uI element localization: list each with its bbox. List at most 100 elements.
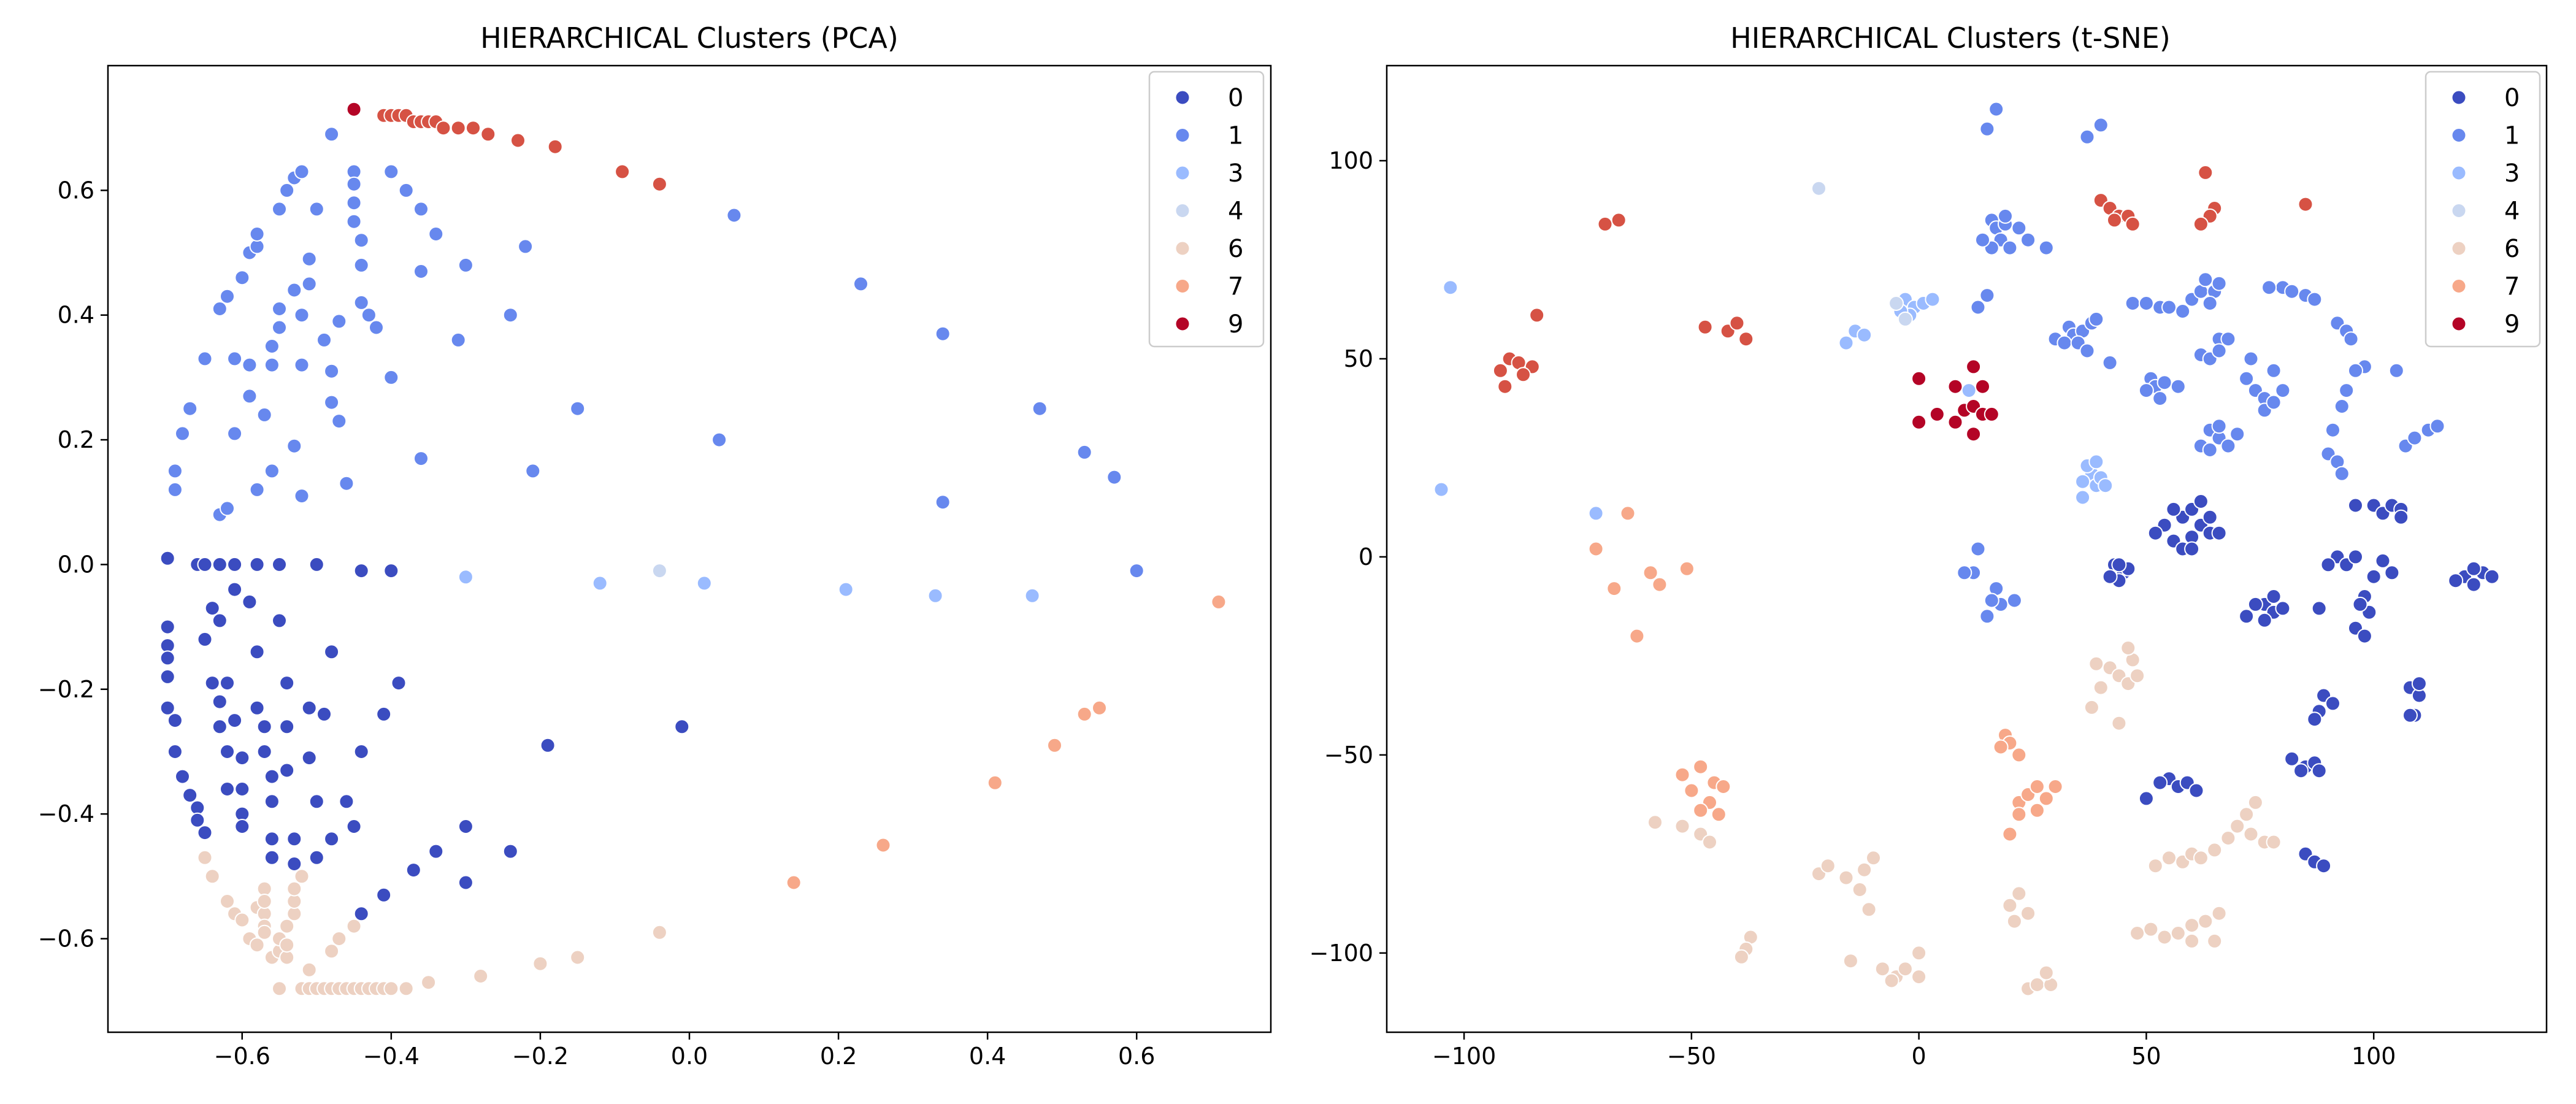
scatter-point [339, 475, 355, 491]
scatter-point [264, 849, 280, 865]
scatter-point [2275, 383, 2291, 399]
scatter-point [398, 981, 414, 997]
scatter-point [1679, 561, 1695, 577]
scatter-point [651, 924, 667, 940]
scatter-point [301, 750, 317, 766]
scatter-point [324, 831, 340, 847]
scatter-point [2429, 418, 2445, 434]
x-tick-label: 0.2 [820, 1043, 857, 1070]
scatter-point [182, 788, 198, 803]
scatter-point [1884, 973, 1899, 989]
scatter-point [1838, 335, 1854, 351]
scatter-point [376, 887, 392, 903]
legend-marker [2451, 240, 2467, 256]
scatter-point [458, 569, 473, 585]
scatter-point [159, 700, 175, 716]
legend-label: 7 [1228, 273, 1243, 301]
scatter-point [256, 894, 272, 909]
scatter-point [2284, 751, 2300, 767]
tsne-x-ticks: −100 −50 0 50 100 [1432, 1032, 2396, 1070]
legend-label: 4 [2504, 197, 2520, 226]
scatter-point [473, 968, 489, 984]
x-tick-label: −0.6 [214, 1043, 270, 1070]
scatter-point [458, 257, 473, 273]
scatter-point [2211, 343, 2227, 359]
scatter-point [413, 264, 429, 279]
legend-label: 9 [2504, 310, 2520, 339]
scatter-point [2316, 858, 2332, 874]
scatter-point [220, 500, 235, 516]
scatter-point [220, 894, 235, 909]
scatter-point [2002, 240, 2018, 256]
scatter-point [1979, 121, 1995, 137]
scatter-point [2266, 362, 2282, 378]
scatter-point [2156, 929, 2172, 945]
scatter-point [279, 675, 295, 691]
scatter-point [2125, 216, 2141, 232]
scatter-point [264, 463, 280, 479]
scatter-point [249, 700, 265, 716]
scatter-point [2011, 220, 2027, 236]
scatter-point [212, 613, 228, 629]
scatter-point [1988, 101, 2004, 117]
scatter-point [458, 819, 473, 834]
scatter-point [2184, 918, 2200, 933]
scatter-point [696, 575, 712, 591]
scatter-point [2075, 489, 2091, 505]
scatter-point [2193, 216, 2209, 232]
scatter-point [651, 563, 667, 579]
scatter-point [466, 120, 481, 136]
scatter-point [2107, 212, 2122, 228]
scatter-point [286, 831, 302, 847]
scatter-point [1947, 378, 1963, 394]
scatter-point [2098, 478, 2114, 494]
scatter-point [220, 781, 235, 797]
scatter-point [2038, 791, 2054, 807]
x-tick-label: 0.0 [671, 1043, 708, 1070]
scatter-point [875, 837, 891, 853]
scatter-point [2079, 129, 2095, 145]
legend-marker [2451, 316, 2467, 332]
y-tick-label: −0.6 [38, 925, 94, 952]
scatter-point [1492, 362, 1508, 378]
scatter-point [324, 394, 340, 410]
legend-label: 0 [1228, 84, 1243, 112]
scatter-point [2170, 926, 2186, 941]
scatter-point [272, 981, 287, 997]
scatter-point [1529, 307, 1545, 323]
scatter-point [1993, 739, 2009, 755]
scatter-point [346, 819, 362, 834]
scatter-point [316, 706, 332, 722]
scatter-point [2093, 680, 2109, 696]
scatter-point [264, 794, 280, 810]
scatter-point [615, 164, 631, 180]
scatter-point [346, 101, 362, 117]
scatter-point [227, 351, 243, 367]
scatter-point [2047, 779, 2063, 794]
scatter-point [2138, 791, 2154, 807]
scatter-point [2038, 965, 2054, 981]
scatter-point [324, 363, 340, 379]
scatter-point [1597, 216, 1613, 232]
scatter-point [935, 494, 951, 510]
scatter-point [2111, 557, 2127, 573]
scatter-point [540, 737, 556, 753]
y-tick-label: 50 [1344, 345, 1373, 372]
scatter-point [2006, 592, 2022, 608]
legend-marker [1175, 316, 1190, 332]
scatter-point [324, 126, 340, 142]
y-tick-label: −0.2 [38, 676, 94, 703]
scatter-point [190, 812, 205, 828]
scatter-point [2138, 383, 2154, 399]
scatter-point [264, 769, 280, 784]
scatter-point [592, 575, 608, 591]
scatter-point [1497, 378, 1513, 394]
scatter-point [2020, 905, 2036, 921]
scatter-point [1911, 945, 1927, 961]
y-tick-label: 0.6 [58, 177, 94, 204]
scatter-point [1861, 902, 1877, 918]
scatter-point [353, 744, 369, 759]
scatter-point [1024, 588, 1040, 604]
scatter-point [197, 849, 213, 865]
scatter-point [1979, 608, 1995, 624]
